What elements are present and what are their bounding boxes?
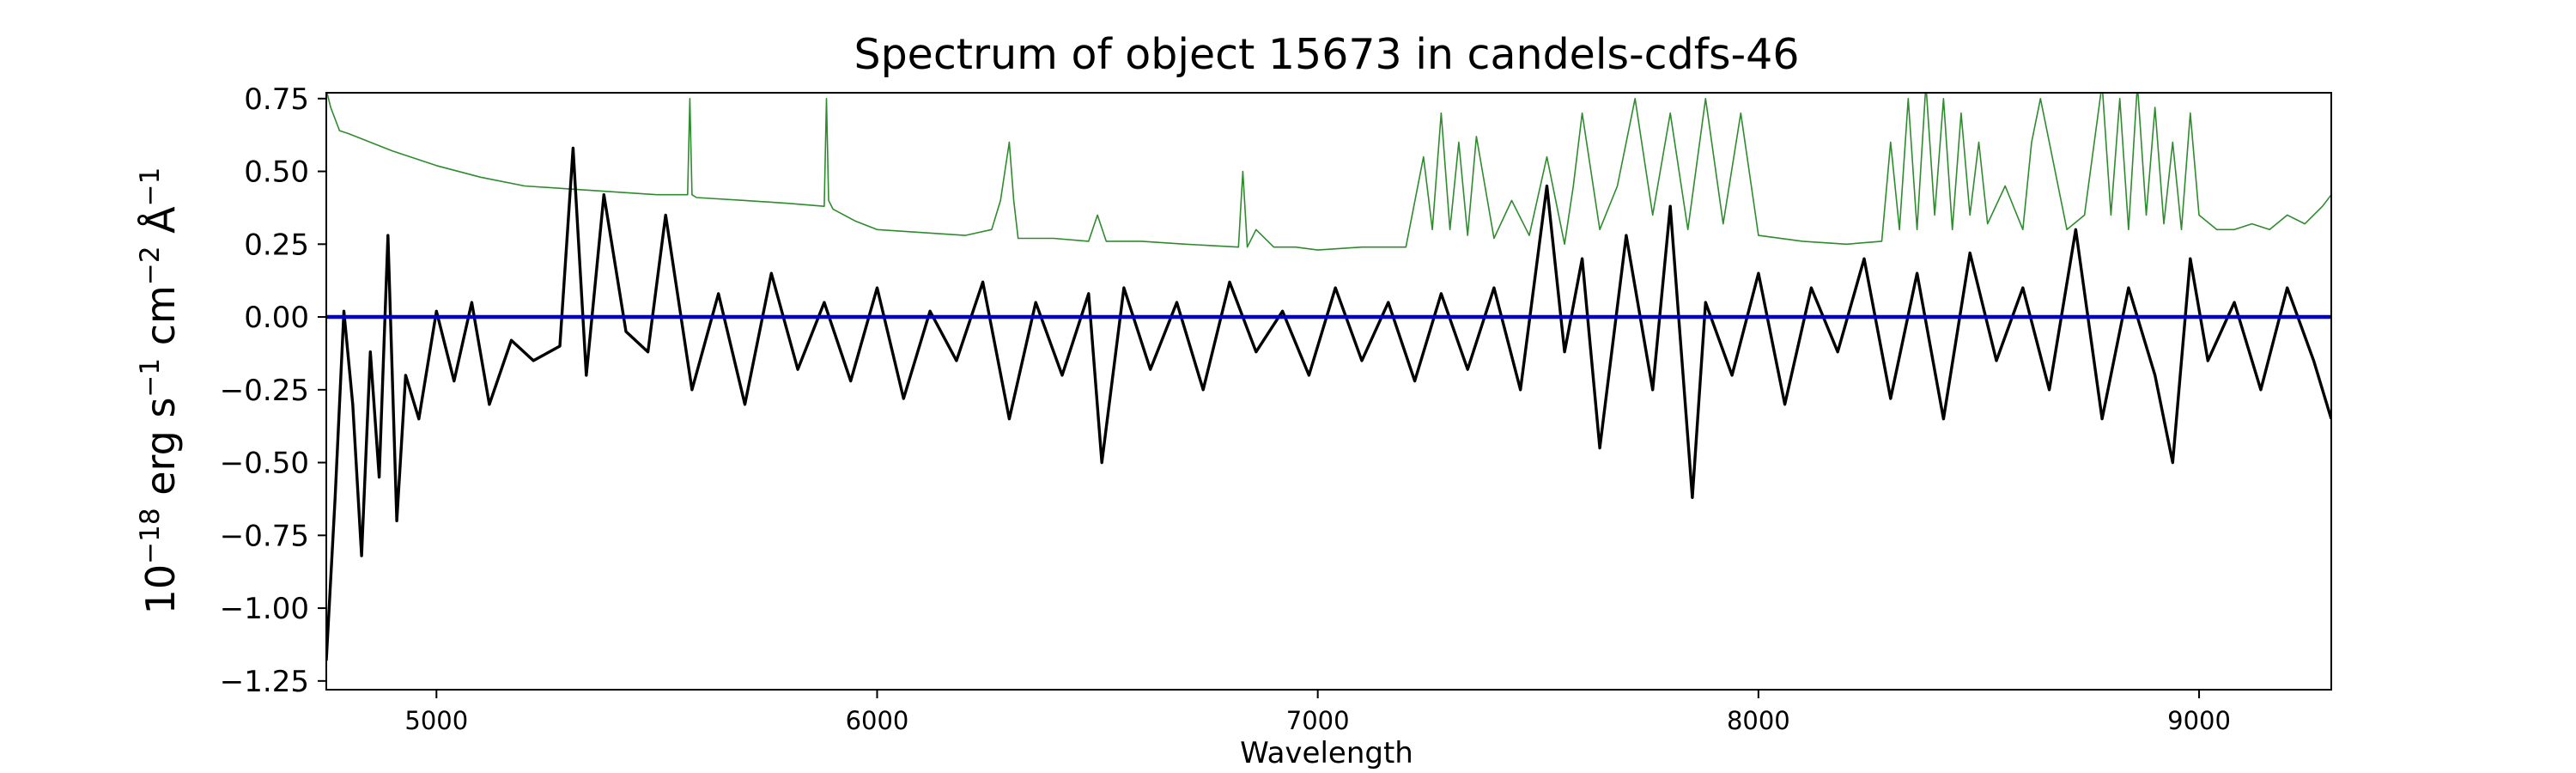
- x-axis: 5000 6000 7000 8000 9000: [404, 690, 2231, 735]
- y-label-s-exponent: −1: [135, 358, 166, 398]
- y-tick-label: −0.75: [220, 519, 309, 553]
- y-tick-label: 0.25: [244, 228, 309, 262]
- y-label-cm: cm: [137, 285, 184, 358]
- series-layer: [326, 93, 2331, 661]
- y-tick-label: −0.25: [220, 374, 309, 408]
- y-tick-label: 0.00: [244, 301, 309, 335]
- error-series-line: [326, 93, 2331, 251]
- y-tick-label: −1.25: [220, 665, 309, 699]
- y-tick-label: 0.50: [244, 155, 309, 190]
- plot-area: [325, 92, 2332, 691]
- y-tick-label: 0.75: [244, 82, 309, 117]
- x-tick-label: 5000: [404, 706, 468, 735]
- y-axis: −1.25 −1.00 −0.75 −0.50 −0.25 0.00 0.25 0.50 0.7…: [220, 82, 326, 699]
- y-label-angstrom-exponent: −1: [135, 167, 166, 207]
- x-tick-label: 8000: [1727, 706, 1790, 735]
- y-tick-label: −1.00: [220, 592, 309, 626]
- x-tick-label: 9000: [2167, 706, 2231, 735]
- flux-series-line: [326, 146, 2331, 661]
- x-axis-label: Wavelength: [1240, 736, 1413, 770]
- x-tick-label: 7000: [1286, 706, 1350, 735]
- plot-frame: [325, 92, 2332, 691]
- chart-title: Spectrum of object 15673 in candels-cdfs…: [854, 30, 1799, 79]
- y-label-cm-exponent: −2: [135, 246, 166, 285]
- y-label-exponent: −18: [135, 508, 166, 563]
- y-axis-label: 10−18 erg s−1 cm−2 Å−1: [135, 167, 184, 615]
- y-tick-label: −0.50: [220, 447, 309, 481]
- x-tick-label: 6000: [846, 706, 909, 735]
- y-label-angstrom: Å: [137, 206, 184, 247]
- y-label-units: erg s: [137, 398, 184, 508]
- y-label-base: 10: [137, 564, 184, 615]
